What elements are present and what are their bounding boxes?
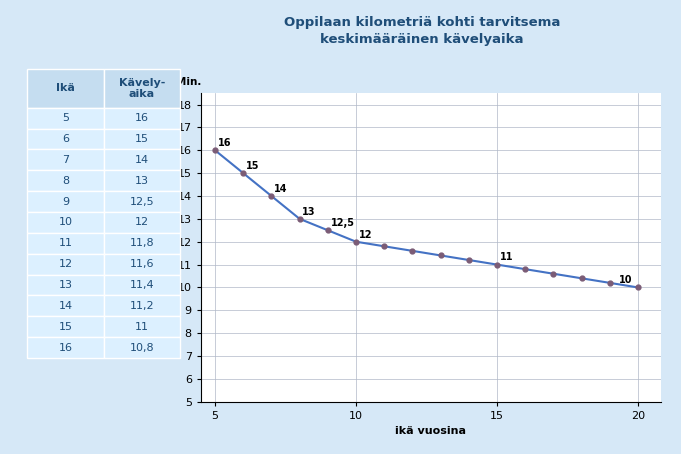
- Text: 6: 6: [62, 134, 69, 144]
- FancyBboxPatch shape: [104, 296, 180, 316]
- Text: 11,4: 11,4: [130, 280, 155, 290]
- Text: 11,6: 11,6: [130, 259, 155, 269]
- FancyBboxPatch shape: [27, 69, 104, 108]
- Text: 15: 15: [59, 322, 73, 332]
- Text: 9: 9: [62, 197, 69, 207]
- FancyBboxPatch shape: [104, 149, 180, 170]
- Text: 15: 15: [135, 134, 149, 144]
- Text: 11,2: 11,2: [130, 301, 155, 311]
- Text: 14: 14: [274, 184, 287, 194]
- Text: 12,5: 12,5: [130, 197, 155, 207]
- FancyBboxPatch shape: [104, 233, 180, 254]
- FancyBboxPatch shape: [27, 233, 104, 254]
- FancyBboxPatch shape: [104, 69, 180, 108]
- Text: 11: 11: [135, 322, 149, 332]
- FancyBboxPatch shape: [104, 191, 180, 212]
- Text: 16: 16: [218, 138, 232, 148]
- FancyBboxPatch shape: [27, 212, 104, 233]
- Text: Oppilaan kilometriä kohti tarvitsema
keskimääräinen kävelyaika: Oppilaan kilometriä kohti tarvitsema kes…: [284, 16, 560, 46]
- Text: 13: 13: [135, 176, 149, 186]
- Text: 12: 12: [59, 259, 73, 269]
- FancyBboxPatch shape: [27, 316, 104, 337]
- FancyBboxPatch shape: [27, 275, 104, 296]
- Text: Min.: Min.: [176, 77, 201, 87]
- Text: 16: 16: [59, 343, 73, 353]
- FancyBboxPatch shape: [104, 108, 180, 128]
- Text: 14: 14: [135, 155, 149, 165]
- Text: 11: 11: [500, 252, 513, 262]
- FancyBboxPatch shape: [104, 275, 180, 296]
- X-axis label: ikä vuosina: ikä vuosina: [395, 426, 466, 436]
- Text: 10: 10: [618, 275, 632, 285]
- Text: 8: 8: [62, 176, 69, 186]
- FancyBboxPatch shape: [27, 170, 104, 191]
- FancyBboxPatch shape: [27, 191, 104, 212]
- Text: Ikä: Ikä: [57, 84, 75, 94]
- Text: 13: 13: [59, 280, 73, 290]
- Text: 14: 14: [59, 301, 73, 311]
- FancyBboxPatch shape: [27, 128, 104, 149]
- Text: 13: 13: [302, 207, 316, 217]
- Text: Kävely-
aika: Kävely- aika: [119, 78, 165, 99]
- Text: 10: 10: [59, 217, 73, 227]
- Text: 11,8: 11,8: [130, 238, 155, 248]
- FancyBboxPatch shape: [27, 296, 104, 316]
- FancyBboxPatch shape: [27, 337, 104, 358]
- FancyBboxPatch shape: [104, 128, 180, 149]
- FancyBboxPatch shape: [27, 149, 104, 170]
- Text: 15: 15: [246, 161, 259, 171]
- Text: 11: 11: [59, 238, 73, 248]
- FancyBboxPatch shape: [104, 316, 180, 337]
- Text: 5: 5: [62, 113, 69, 123]
- Text: 16: 16: [135, 113, 149, 123]
- FancyBboxPatch shape: [27, 108, 104, 128]
- Text: 12: 12: [135, 217, 149, 227]
- Text: 12: 12: [359, 230, 373, 240]
- FancyBboxPatch shape: [104, 337, 180, 358]
- Text: 10,8: 10,8: [130, 343, 155, 353]
- Text: 12,5: 12,5: [330, 218, 355, 228]
- FancyBboxPatch shape: [104, 254, 180, 275]
- Text: 7: 7: [62, 155, 69, 165]
- FancyBboxPatch shape: [104, 212, 180, 233]
- FancyBboxPatch shape: [104, 170, 180, 191]
- FancyBboxPatch shape: [27, 254, 104, 275]
